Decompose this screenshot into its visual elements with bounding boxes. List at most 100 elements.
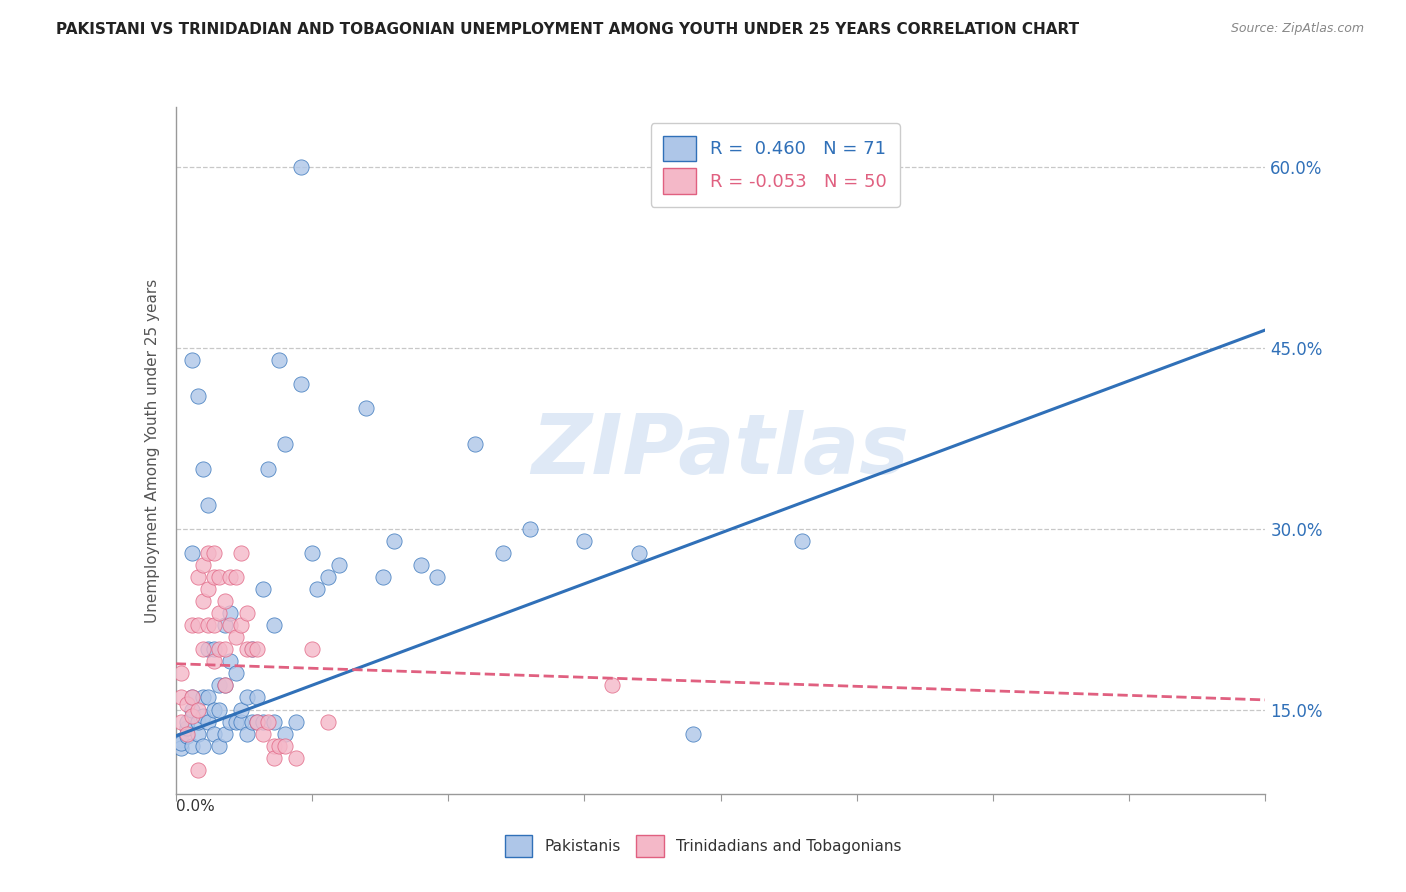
Text: Source: ZipAtlas.com: Source: ZipAtlas.com: [1230, 22, 1364, 36]
Legend: R =  0.460   N = 71, R = -0.053   N = 50: R = 0.460 N = 71, R = -0.053 N = 50: [651, 123, 900, 207]
Point: [252, 714, 274, 729]
Point: [240, 714, 263, 729]
Point: [519, 522, 541, 536]
Point: [191, 461, 214, 475]
Point: [284, 714, 307, 729]
Point: [197, 642, 219, 657]
Point: [252, 726, 274, 740]
Point: [371, 570, 394, 584]
Point: [792, 533, 814, 548]
Point: [235, 690, 257, 705]
Point: [170, 732, 193, 747]
Point: [181, 690, 204, 705]
Point: [219, 618, 242, 632]
Point: [191, 739, 214, 753]
Point: [240, 642, 263, 657]
Point: [186, 702, 209, 716]
Point: [176, 726, 198, 740]
Point: [197, 618, 219, 632]
Point: [328, 558, 350, 572]
Point: [627, 546, 650, 560]
Point: [170, 690, 193, 705]
Point: [186, 570, 209, 584]
Point: [208, 702, 231, 716]
Point: [235, 606, 257, 620]
Point: [246, 690, 269, 705]
Point: [197, 582, 219, 596]
Point: [214, 678, 236, 692]
Point: [214, 594, 236, 608]
Point: [186, 726, 209, 740]
Point: [225, 666, 247, 681]
Point: [208, 570, 231, 584]
Point: [191, 690, 214, 705]
Point: [382, 533, 405, 548]
Point: [219, 606, 242, 620]
Point: [290, 377, 312, 392]
Point: [191, 594, 214, 608]
Point: [176, 714, 198, 729]
Point: [246, 714, 269, 729]
Point: [318, 714, 340, 729]
Point: [170, 741, 193, 756]
Point: [492, 546, 515, 560]
Point: [318, 570, 340, 584]
Point: [186, 389, 209, 403]
Point: [202, 726, 225, 740]
Point: [186, 618, 209, 632]
Point: [274, 726, 297, 740]
Point: [170, 666, 193, 681]
Point: [409, 558, 432, 572]
Point: [301, 642, 323, 657]
Point: [214, 642, 236, 657]
Point: [208, 739, 231, 753]
Point: [307, 582, 329, 596]
Point: [202, 642, 225, 657]
Point: [208, 678, 231, 692]
Point: [191, 558, 214, 572]
Point: [181, 690, 204, 705]
Point: [197, 690, 219, 705]
Point: [181, 708, 204, 723]
Point: [208, 606, 231, 620]
Point: [235, 642, 257, 657]
Legend: Pakistanis, Trinidadians and Tobagonians: Pakistanis, Trinidadians and Tobagonians: [498, 828, 908, 864]
Point: [181, 353, 204, 368]
Point: [263, 739, 285, 753]
Point: [191, 708, 214, 723]
Point: [231, 714, 253, 729]
Point: [263, 750, 285, 764]
Text: ZIPatlas: ZIPatlas: [531, 410, 910, 491]
Point: [197, 714, 219, 729]
Point: [274, 739, 297, 753]
Point: [269, 739, 291, 753]
Point: [202, 618, 225, 632]
Point: [246, 714, 269, 729]
Point: [202, 570, 225, 584]
Point: [269, 353, 291, 368]
Point: [202, 546, 225, 560]
Point: [197, 498, 219, 512]
Point: [240, 642, 263, 657]
Point: [290, 161, 312, 175]
Point: [600, 678, 623, 692]
Point: [682, 726, 704, 740]
Point: [235, 726, 257, 740]
Point: [252, 582, 274, 596]
Point: [186, 763, 209, 777]
Point: [263, 618, 285, 632]
Point: [301, 546, 323, 560]
Point: [219, 570, 242, 584]
Point: [176, 697, 198, 711]
Point: [191, 642, 214, 657]
Point: [464, 437, 486, 451]
Point: [257, 461, 280, 475]
Point: [574, 533, 596, 548]
Y-axis label: Unemployment Among Youth under 25 years: Unemployment Among Youth under 25 years: [145, 278, 160, 623]
Point: [170, 714, 193, 729]
Point: [170, 736, 193, 750]
Point: [225, 570, 247, 584]
Point: [214, 678, 236, 692]
Point: [186, 714, 209, 729]
Text: PAKISTANI VS TRINIDADIAN AND TOBAGONIAN UNEMPLOYMENT AMONG YOUTH UNDER 25 YEARS : PAKISTANI VS TRINIDADIAN AND TOBAGONIAN …: [56, 22, 1080, 37]
